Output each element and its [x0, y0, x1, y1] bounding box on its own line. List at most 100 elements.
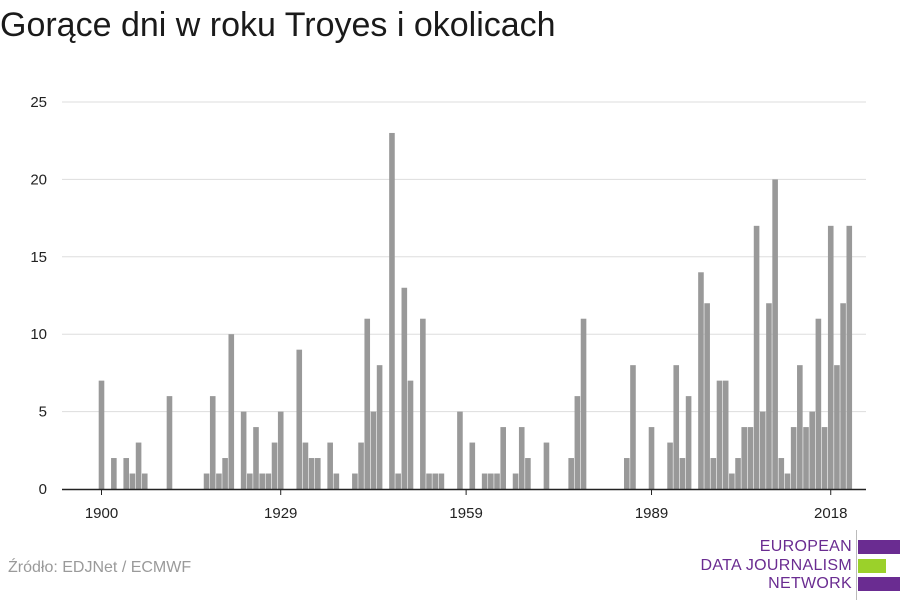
bar-1969 [525, 458, 531, 489]
logo-bar-green [858, 559, 886, 573]
bar-2017 [821, 427, 828, 489]
bar-2011 [784, 473, 791, 489]
bar-1900 [98, 380, 105, 489]
bar-1911 [166, 396, 173, 489]
bar-1997 [698, 272, 704, 489]
bar-1925 [253, 427, 259, 489]
y-tick-label-20: 20 [30, 171, 47, 188]
y-tick-label-5: 5 [39, 404, 47, 421]
bar-2018 [827, 225, 834, 489]
bar-1917 [203, 473, 210, 489]
bar-1923 [240, 411, 247, 489]
bar-1948 [395, 473, 401, 489]
bar-1954 [432, 473, 439, 489]
bar-1928 [271, 442, 278, 489]
bar-1945 [376, 365, 383, 489]
logo-bar-purple-bottom [858, 577, 900, 591]
bar-1953 [426, 473, 432, 489]
bar-1934 [308, 458, 315, 489]
bar-1943 [364, 318, 371, 489]
bar-2000 [716, 380, 723, 489]
logo-bar-purple-top [858, 540, 900, 554]
logo-line-3: NETWORK [768, 575, 852, 592]
bar-1905 [129, 473, 136, 489]
bar-1952 [420, 318, 426, 489]
bar-1985 [624, 458, 630, 489]
bar-1968 [518, 427, 525, 489]
bar-1937 [327, 442, 333, 489]
bar-1992 [667, 442, 673, 489]
bar-1904 [123, 458, 130, 489]
gridlines [62, 101, 866, 413]
bar-2004 [741, 427, 748, 489]
source-note: Źródło: EDJNet / ECMWF [8, 559, 192, 576]
bar-1967 [512, 473, 519, 489]
logo-divider [856, 530, 857, 600]
chart-title: Gorące dni w roku Troyes i okolicach [0, 6, 556, 44]
bar-1942 [358, 442, 364, 489]
bar-1927 [265, 473, 272, 489]
x-tick-label-1959: 1959 [449, 505, 482, 522]
bar-1902 [111, 458, 117, 489]
bar-1907 [141, 473, 148, 489]
bar-1950 [407, 380, 414, 489]
x-axis: 1900 1929 1959 1989 2018 [62, 488, 866, 522]
x-tick-label-2018: 2018 [814, 505, 847, 522]
bar-2013 [797, 365, 803, 489]
bar-1958 [457, 411, 463, 489]
bar-2008 [766, 303, 772, 489]
bar-1919 [216, 473, 222, 489]
bars [98, 132, 853, 489]
bar-1964 [494, 473, 500, 489]
x-tick-label-1989: 1989 [635, 505, 668, 522]
bar-1924 [247, 473, 253, 489]
bar-1906 [135, 442, 142, 489]
bar-1926 [259, 473, 265, 489]
y-tick-label-25: 25 [30, 94, 47, 111]
y-axis-tick-labels: 0 5 10 15 20 25 [30, 94, 47, 498]
bar-1947 [389, 132, 395, 489]
bar-1965 [500, 427, 506, 489]
bar-2019 [834, 365, 840, 489]
bar-1995 [685, 396, 692, 489]
bar-1998 [704, 303, 710, 489]
bar-2021 [846, 225, 853, 489]
bar-2009 [772, 179, 778, 489]
bar-1944 [370, 411, 377, 489]
bar-2010 [778, 458, 785, 489]
bar-1921 [228, 334, 235, 489]
bar-1999 [710, 458, 717, 489]
bar-2015 [809, 411, 815, 489]
bar-1994 [679, 458, 686, 489]
bar-1977 [574, 396, 581, 489]
bar-1978 [580, 318, 587, 489]
logo-line-2: DATA JOURNALISM [700, 557, 852, 574]
edjnet-logo: EUROPEAN DATA JOURNALISM NETWORK [700, 530, 900, 600]
bar-1920 [222, 458, 228, 489]
y-tick-label-10: 10 [30, 326, 47, 343]
bar-1935 [315, 458, 321, 489]
bar-2001 [722, 380, 729, 489]
x-tick-label-1900: 1900 [85, 505, 118, 522]
bar-1941 [352, 473, 358, 489]
bar-1972 [543, 442, 550, 489]
bar-2002 [729, 473, 735, 489]
y-tick-label-15: 15 [30, 249, 47, 266]
bar-1918 [209, 396, 216, 489]
bar-1955 [438, 473, 445, 489]
bar-1986 [630, 365, 636, 489]
logo-line-1: EUROPEAN [759, 538, 852, 555]
bar-1963 [488, 473, 494, 489]
x-tick-label-1929: 1929 [264, 505, 297, 522]
bar-2012 [790, 427, 797, 489]
bar-2007 [759, 411, 766, 489]
bar-2005 [747, 427, 754, 489]
bar-2003 [735, 458, 741, 489]
bar-1989 [648, 427, 655, 489]
bar-1932 [296, 349, 303, 489]
bar-1962 [481, 473, 488, 489]
bar-2006 [753, 225, 760, 489]
bar-1976 [568, 458, 574, 489]
y-tick-label-0: 0 [39, 481, 47, 498]
